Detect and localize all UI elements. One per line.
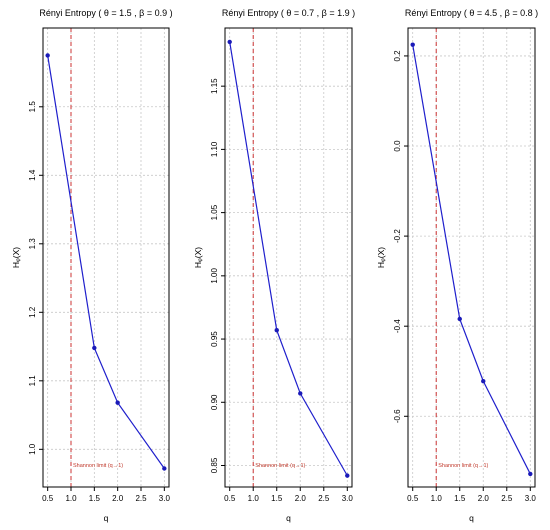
data-point [457, 316, 462, 322]
y-tick-label: 0.90 [210, 394, 219, 410]
x-tick-label: 1.5 [89, 494, 101, 503]
y-tick-label: -0.6 [393, 409, 402, 423]
y-tick-label: 0.2 [393, 50, 402, 62]
x-tick-label: 3.0 [525, 494, 537, 503]
x-tick-label: 2.0 [295, 494, 307, 503]
y-tick-label: -0.2 [393, 229, 402, 243]
y-tick-label: 0.0 [393, 140, 402, 152]
y-tick-label: 1.2 [28, 306, 37, 318]
data-point [227, 39, 232, 45]
y-axis-label: Hᵩ(X) [193, 247, 203, 268]
x-tick-label: 1.0 [248, 494, 260, 503]
x-tick-label: 3.0 [159, 494, 171, 503]
plot-frame [224, 27, 353, 488]
x-tick-label: 1.0 [431, 494, 443, 503]
x-tick-label: 0.5 [407, 494, 419, 503]
data-point [274, 328, 279, 333]
data-point [345, 473, 350, 478]
y-tick-label: 1.3 [28, 238, 37, 250]
x-tick-label: 0.5 [42, 494, 54, 503]
x-tick-label: 2.0 [478, 494, 490, 503]
y-tick-label: 1.4 [28, 169, 37, 181]
x-tick-label: 0.5 [224, 494, 236, 503]
y-tick-label: 0.85 [210, 457, 219, 473]
data-point [92, 345, 97, 351]
x-tick-label: 3.0 [342, 494, 354, 503]
y-axis-label: Hᵩ(X) [376, 247, 386, 268]
y-tick-label: 0.95 [210, 331, 219, 347]
x-tick-label: 1.5 [454, 494, 466, 503]
data-point [162, 466, 167, 471]
data-point [115, 400, 120, 405]
y-tick-label: 1.1 [28, 375, 37, 387]
shannon-limit-label: Shannon limit (q→1) [255, 463, 305, 469]
chart-panel-2: 0.5 1.0 1.5 2.0 2.5 3.0 0.85 0.90 0.95 1.00 1.05 1.… [193, 8, 355, 523]
chart-panel-1: 0.5 1.0 1.5 2.0 2.5 3.0 1.0 1.1 1.2 1.3 1.4 1.5 Shan… [11, 8, 173, 523]
chart-title: Rényi Entropy ( θ = 4.5 , β = 0.8 ) [405, 8, 538, 18]
y-tick-label: 1.00 [210, 268, 219, 284]
y-axis-label: Hᵩ(X) [11, 247, 21, 268]
entropy-series-line [47, 55, 165, 469]
y-tick-label: 1.15 [210, 78, 219, 94]
x-tick-label: 2.0 [112, 494, 124, 503]
x-axis-label: q [104, 513, 109, 523]
y-tick-label: 1.0 [28, 443, 37, 455]
data-point [481, 378, 486, 384]
x-tick-label: 1.0 [65, 494, 77, 503]
entropy-series-line [412, 44, 531, 475]
x-tick-label: 2.5 [318, 494, 330, 503]
data-point [528, 471, 533, 477]
shannon-limit-label: Shannon limit (q→1) [73, 463, 123, 469]
data-point [410, 42, 415, 47]
chart-title: Rényi Entropy ( θ = 1.5 , β = 0.9 ) [39, 8, 172, 18]
y-tick-label: -0.4 [393, 319, 402, 333]
entropy-series-line [229, 41, 348, 476]
shannon-limit-label: Shannon limit (q→1) [438, 463, 488, 469]
x-tick-label: 2.5 [135, 494, 147, 503]
x-axis-label: q [469, 513, 474, 523]
data-point [45, 53, 50, 58]
chart-panel-3: 0.5 1.0 1.5 2.0 2.5 3.0 -0.6 -0.4 -0.2 0.0 0.2 Shan… [376, 8, 538, 523]
chart-title: Rényi Entropy ( θ = 0.7 , β = 1.9 ) [222, 8, 355, 18]
plot-frame [42, 27, 170, 488]
data-point [298, 391, 303, 396]
plot-frame [407, 27, 536, 488]
y-tick-label: 1.05 [210, 204, 219, 220]
x-tick-label: 2.5 [501, 494, 513, 503]
x-axis-label: q [286, 513, 291, 523]
x-tick-label: 1.5 [271, 494, 283, 503]
y-tick-label: 1.5 [28, 101, 37, 113]
y-tick-label: 1.10 [210, 141, 219, 157]
